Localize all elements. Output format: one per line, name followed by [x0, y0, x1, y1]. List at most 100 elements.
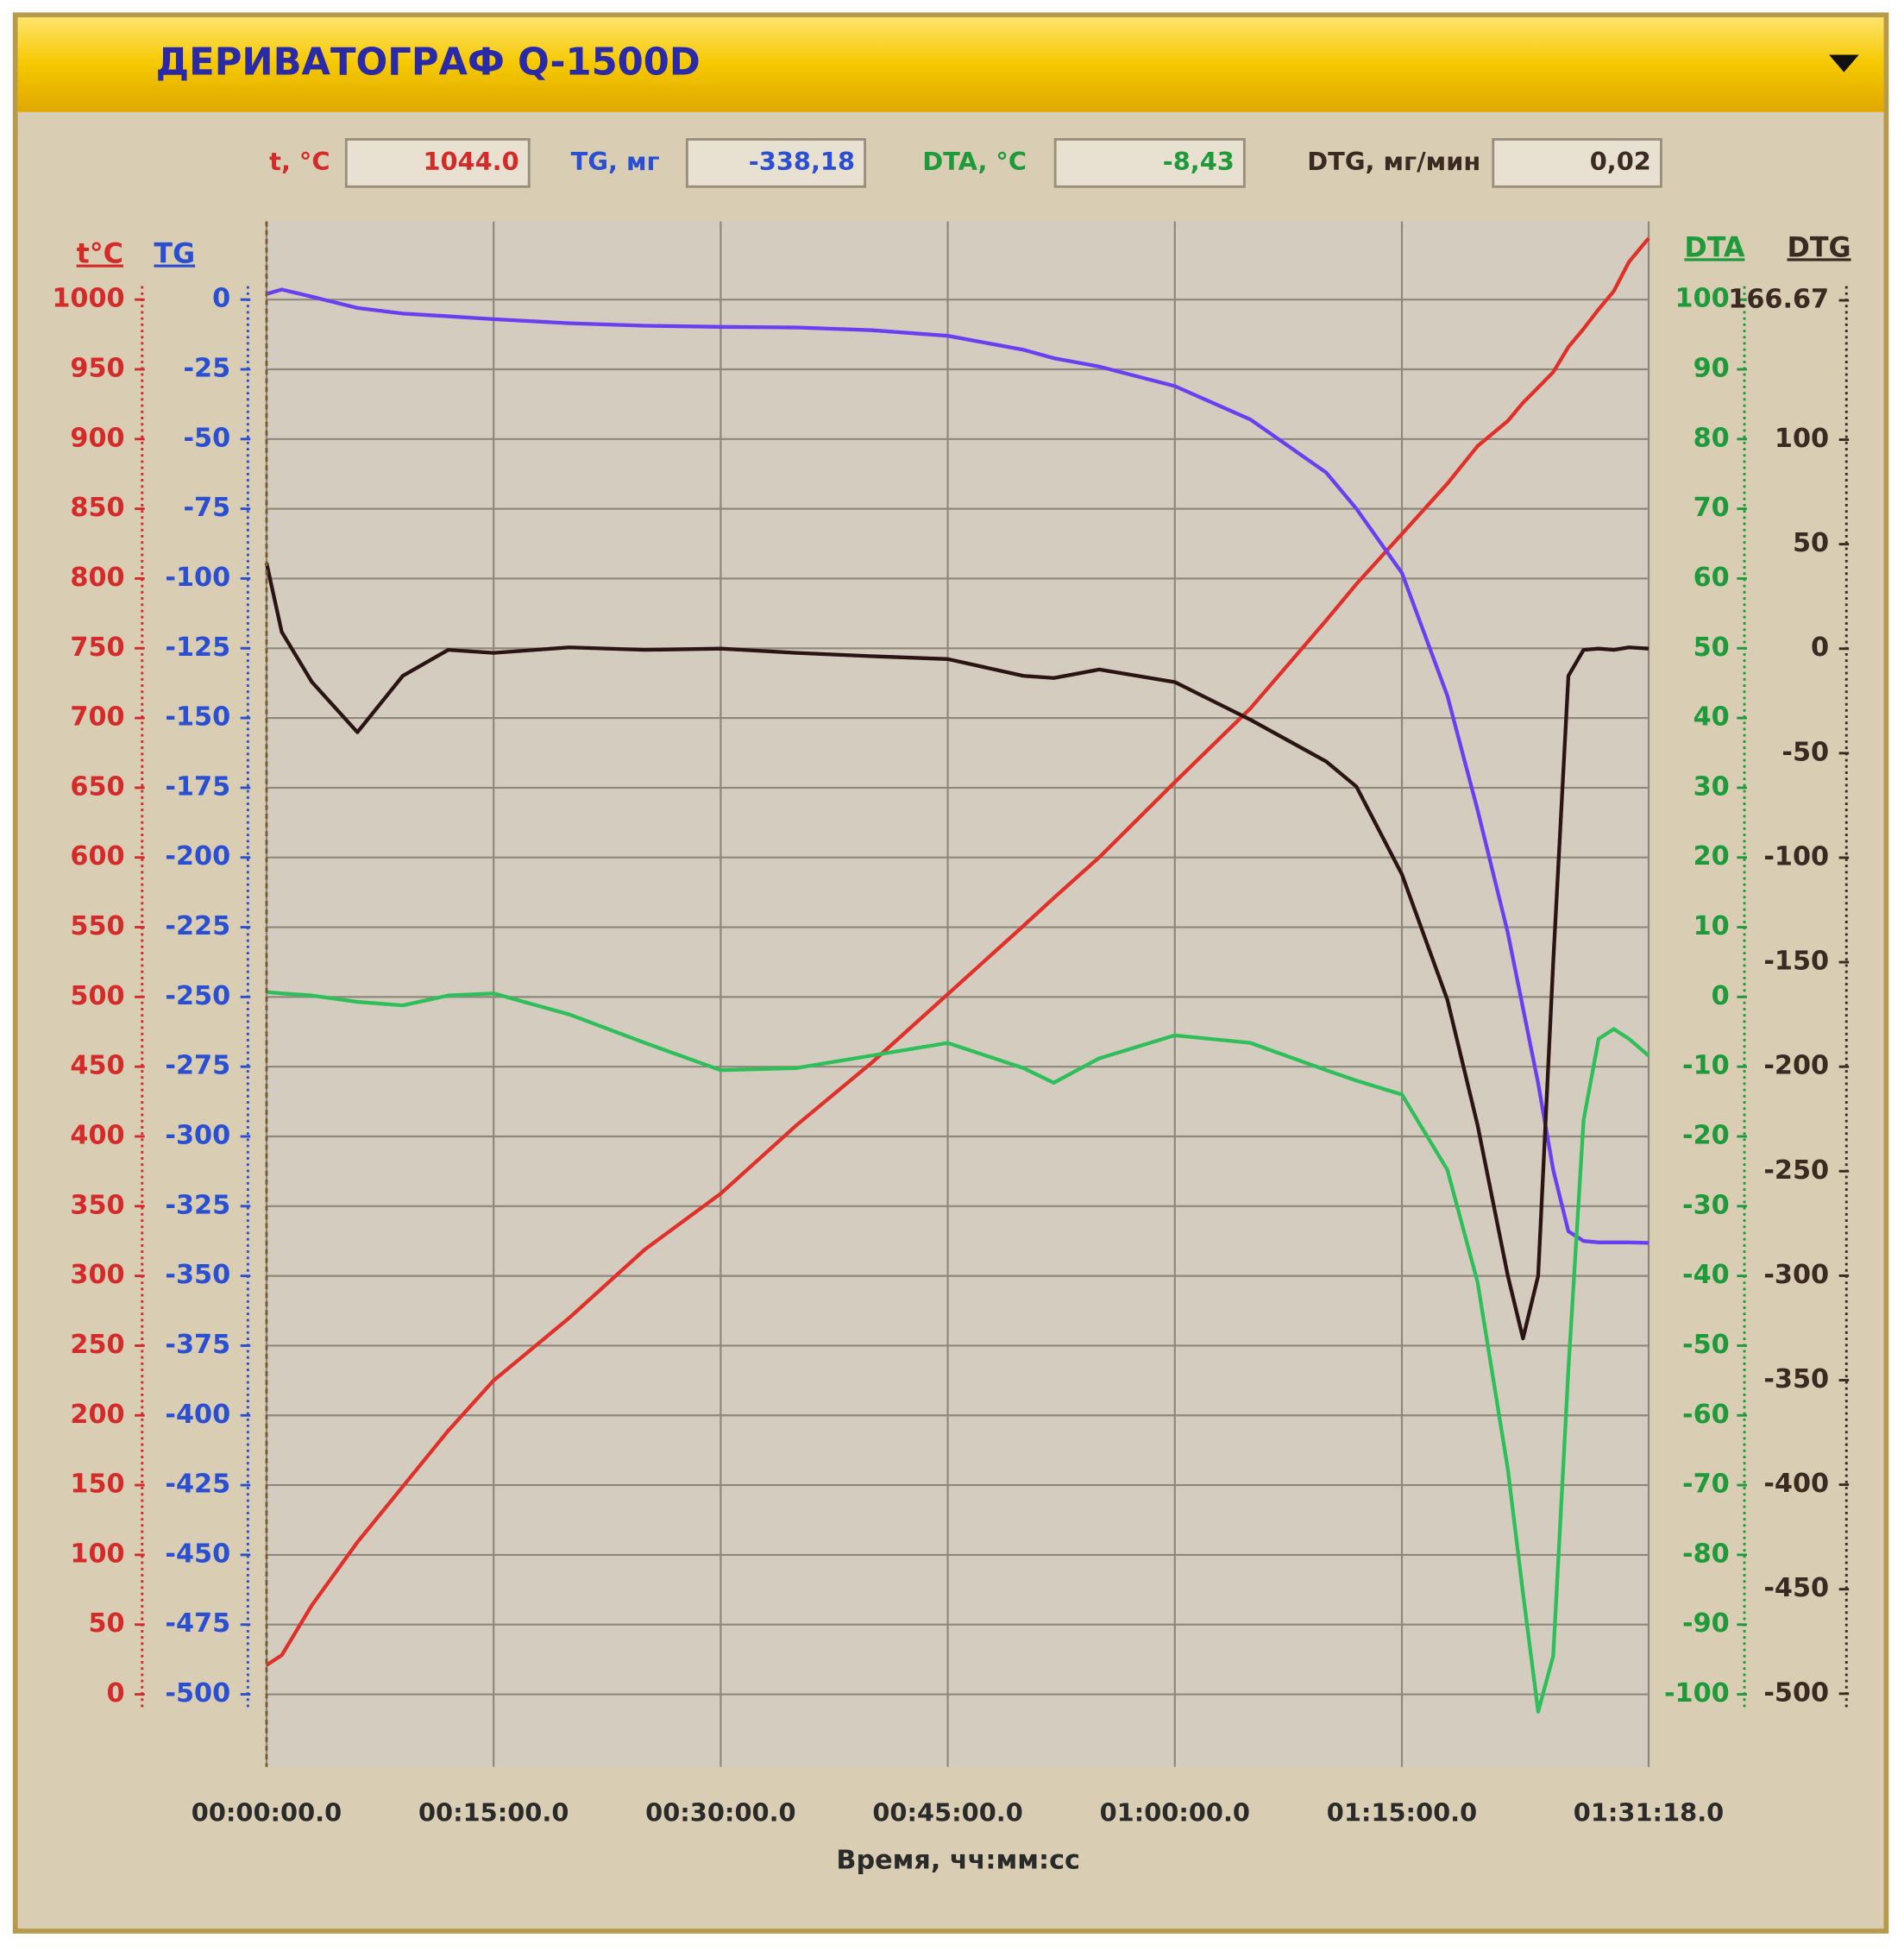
y-tick-label: -225 [165, 911, 230, 941]
y-tick-label: -250 [1763, 1155, 1829, 1186]
y-tick-label: -500 [165, 1678, 230, 1709]
y-tick-label: 20 [1693, 841, 1730, 872]
axis-header: t°C [77, 239, 123, 270]
y-tick-label: 900 [70, 423, 124, 453]
x-tick-label: 00:00:00.0 [192, 1797, 342, 1827]
window-title: ДЕРИВАТОГРАФ Q-1500D [156, 41, 701, 84]
y-tick-label: 100 [1675, 284, 1730, 314]
data-line [266, 287, 1650, 1245]
y-tick-label: -200 [1763, 1051, 1829, 1081]
y-tick-label: 0 [212, 284, 230, 314]
y-tick-label: -500 [1763, 1677, 1829, 1708]
y-tick-label: -100 [1763, 841, 1829, 872]
y-tick-label: -40 [1682, 1260, 1730, 1290]
readout-box [685, 138, 867, 188]
y-tick-label: -125 [165, 633, 230, 663]
y-tick-label: -100 [165, 563, 230, 593]
y-tick-label: -450 [1763, 1573, 1829, 1603]
y-tick-label: -60 [1682, 1400, 1730, 1430]
y-tick-label: -100 [1664, 1678, 1730, 1709]
y-tick-label: -20 [1682, 1120, 1730, 1150]
dropdown-arrow[interactable] [1829, 54, 1859, 72]
x-tick-label: 01:31:18.0 [1574, 1797, 1724, 1827]
readout-box [1492, 138, 1662, 188]
readout-value: -338,18 [749, 147, 855, 176]
y-tick-label: -175 [165, 771, 230, 802]
y-tick-label: 166.67 [1728, 285, 1829, 315]
axis-header: DTG [1788, 232, 1851, 263]
readout-value: 1044.0 [423, 147, 518, 176]
y-tick-label: -10 [1682, 1051, 1730, 1081]
y-tick-label: -250 [165, 981, 230, 1011]
header-bar [17, 17, 1884, 112]
x-tick-label: 00:45:00.0 [872, 1797, 1022, 1827]
y-tick-label: 0 [107, 1678, 125, 1709]
y-tick-label: 50 [1793, 528, 1829, 558]
y-tick-label: 10 [1693, 911, 1730, 941]
y-tick-label: 0 [1811, 633, 1829, 663]
y-tick-label: -80 [1682, 1539, 1730, 1569]
readout-label: DTA, °C [922, 147, 1027, 176]
y-tick-label: -70 [1682, 1470, 1730, 1500]
y-tick-label: -275 [165, 1051, 230, 1081]
y-tick-label: -475 [165, 1608, 230, 1639]
y-tick-label: 60 [1693, 563, 1730, 593]
y-tick-label: 100 [1775, 424, 1829, 454]
y-tick-label: 400 [70, 1120, 124, 1150]
y-tick-label: -50 [183, 423, 230, 453]
x-tick-label: 01:00:00.0 [1100, 1797, 1250, 1827]
readout-box [1053, 138, 1246, 188]
readout-label: DTG, мг/мин [1307, 147, 1480, 176]
y-tick-label: 30 [1693, 771, 1730, 802]
y-tick-label: 800 [70, 563, 124, 593]
y-tick-label: 40 [1693, 702, 1730, 733]
y-tick-label: -30 [1682, 1190, 1730, 1220]
y-tick-label: 150 [70, 1470, 124, 1500]
x-tick-label: 00:15:00.0 [418, 1797, 569, 1827]
y-tick-label: -375 [165, 1330, 230, 1360]
y-tick-label: 90 [1693, 354, 1730, 384]
y-tick-label: -325 [165, 1190, 230, 1220]
y-tick-label: -450 [165, 1539, 230, 1569]
y-tick-label: 250 [70, 1330, 124, 1360]
y-tick-label: 500 [70, 981, 124, 1011]
y-tick-label: 750 [70, 633, 124, 663]
y-tick-label: -25 [183, 354, 230, 384]
y-tick-label: 100 [70, 1539, 124, 1569]
y-tick-label: 50 [1693, 633, 1730, 663]
grid [265, 221, 1650, 1767]
y-tick-label: -90 [1682, 1608, 1730, 1639]
x-tick-label: 01:15:00.0 [1327, 1797, 1477, 1827]
y-tick-label: -350 [165, 1260, 230, 1290]
y-tick-label: -50 [1781, 737, 1829, 767]
y-tick-label: -150 [165, 702, 230, 733]
y-tick-label: -150 [1763, 947, 1829, 977]
y-tick-label: 0 [1712, 981, 1730, 1011]
y-tick-label: 950 [70, 354, 124, 384]
y-tick-label: 600 [70, 841, 124, 872]
data-line [266, 990, 1650, 1714]
y-tick-label: 700 [70, 702, 124, 733]
x-axis-label: Время, чч:мм:сс [836, 1846, 1080, 1876]
y-tick-label: 650 [70, 771, 124, 802]
readout-value: 0,02 [1590, 147, 1651, 176]
y-tick-label: -350 [1763, 1364, 1829, 1394]
y-tick-label: -425 [165, 1470, 230, 1500]
y-tick-label: 300 [70, 1260, 124, 1290]
y-tick-label: 200 [70, 1400, 124, 1430]
y-tick-label: -200 [165, 841, 230, 872]
readout-label: t, °C [269, 147, 330, 176]
readout-label: TG, мг [571, 147, 660, 176]
y-tick-label: 70 [1693, 493, 1730, 523]
y-tick-label: -400 [165, 1400, 230, 1430]
lines [264, 236, 1650, 1714]
y-tick-label: 80 [1693, 423, 1730, 453]
y-tick-label: 50 [88, 1608, 124, 1639]
y-tick-label: -400 [1763, 1469, 1829, 1499]
y-tick-label: 850 [70, 493, 124, 523]
y-tick-label: 1000 [52, 284, 124, 314]
y-tick-label: -50 [1682, 1330, 1730, 1360]
data-line [264, 563, 1650, 1341]
axis-header: DTA [1684, 232, 1745, 263]
